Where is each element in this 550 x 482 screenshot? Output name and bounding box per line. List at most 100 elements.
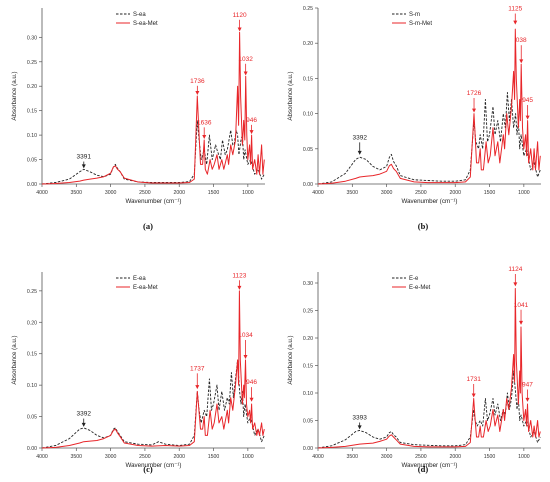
x-tick-label: 2500: [415, 190, 427, 196]
peak-label: 1124: [508, 266, 522, 273]
x-tick-label: 2000: [449, 454, 461, 460]
x-tick-label: 3000: [381, 190, 393, 196]
x-tick-label: 4000: [36, 454, 48, 460]
peak-label: 1032: [238, 56, 253, 63]
series-line-s-ea: [41, 119, 265, 185]
x-tick-label: 4000: [36, 190, 48, 196]
x-tick-label: 2000: [173, 190, 185, 196]
x-tick-label: 3000: [381, 454, 393, 460]
peak-label: 1034: [238, 332, 253, 339]
legend-label: S-ea-Met: [133, 21, 158, 27]
x-tick-label: 1000: [242, 190, 254, 196]
y-axis-title: Absorbance (a.u.): [287, 71, 294, 120]
x-tick-label: 4000: [312, 190, 324, 196]
peak-label: 3391: [77, 154, 92, 161]
peak-arrowhead: [81, 422, 86, 427]
peak-arrowhead: [243, 71, 248, 76]
peak-label: 945: [522, 97, 533, 104]
y-tick-label: 0.05: [27, 158, 37, 164]
y-tick-label: 0.10: [27, 133, 37, 139]
peak-label: 947: [522, 382, 533, 389]
x-tick-label: 3500: [347, 454, 359, 460]
peak-arrowhead: [195, 385, 200, 390]
x-tick-label: 1000: [518, 190, 530, 196]
peak-label: 946: [246, 379, 257, 386]
y-tick-label: 0.10: [27, 383, 37, 389]
peak-arrowhead: [237, 27, 242, 32]
x-tick-label: 2000: [449, 190, 461, 196]
y-tick-label: 0.00: [303, 446, 313, 452]
peak-label: 1737: [190, 365, 205, 372]
x-axis-title: Wavenumber (cm⁻¹): [402, 462, 458, 469]
y-tick-label: 0.10: [303, 112, 313, 118]
peak-label: 1636: [197, 119, 212, 126]
legend-label: E-e-Met: [409, 285, 431, 291]
legend-label: E-e: [409, 276, 419, 282]
peak-arrowhead: [471, 393, 476, 398]
y-tick-label: 0.15: [303, 76, 313, 82]
y-tick-label: 0.15: [27, 109, 37, 115]
x-axis-title: Wavenumber (cm⁻¹): [126, 462, 182, 469]
y-axis-title: Absorbance (a.u.): [11, 71, 18, 120]
x-tick-label: 3000: [105, 454, 117, 460]
peak-arrowhead: [525, 115, 530, 120]
peak-label: 1731: [466, 376, 481, 383]
peak-arrowhead: [519, 320, 524, 325]
series-line-s-ea-met: [41, 31, 265, 185]
y-tick-label: 0.00: [27, 182, 37, 188]
peak-arrowhead: [202, 135, 207, 139]
chart-panel-b: 0.00 0.05 0.10 0.15 0.20 0.25 4000 3500 3000 2500…: [287, 6, 541, 231]
peak-arrowhead: [525, 397, 530, 402]
panel-caption: (b): [418, 221, 429, 231]
peak-label: 3392: [352, 134, 367, 141]
peak-arrowhead: [81, 164, 86, 169]
peak-label: 038: [516, 37, 527, 44]
panel-caption: (a): [143, 221, 153, 231]
series-line-e-ea-met: [41, 290, 265, 449]
y-tick-label: 0.25: [27, 60, 37, 66]
x-tick-label: 1000: [518, 454, 530, 460]
y-tick-label: 0.00: [27, 446, 37, 452]
peak-arrowhead: [243, 355, 248, 359]
x-tick-label: 2000: [173, 454, 185, 460]
peak-label: 1125: [508, 6, 522, 13]
x-tick-label: 3500: [347, 190, 359, 196]
peak-arrowhead: [357, 150, 362, 155]
chart-panel-c: 0.00 0.05 0.10 0.15 0.20 0.25 4000 3500 3000 2500…: [11, 272, 265, 474]
peak-arrowhead: [472, 108, 477, 113]
peak-label: 3392: [76, 411, 91, 418]
peak-label: 1041: [514, 302, 529, 309]
series-line-e-e: [317, 370, 541, 449]
series-line-e-ea: [41, 359, 265, 449]
panel-caption: (c): [143, 464, 153, 474]
x-axis-title: Wavenumber (cm⁻¹): [402, 198, 458, 205]
peak-arrowhead: [513, 282, 518, 287]
peak-label: 1123: [232, 272, 246, 279]
y-tick-label: 0.10: [303, 391, 313, 397]
y-tick-label: 0.00: [303, 182, 313, 188]
y-tick-label: 0.30: [303, 281, 313, 287]
peak-arrowhead: [195, 91, 200, 95]
legend-label: S-m-Met: [409, 21, 432, 27]
peak-label: 3393: [352, 415, 367, 422]
peak-arrowhead: [357, 425, 362, 430]
y-tick-label: 0.25: [303, 309, 313, 315]
y-tick-label: 0.20: [27, 320, 37, 326]
peak-arrowhead: [519, 59, 524, 64]
legend-label: E-ea-Met: [133, 285, 158, 291]
peak-arrowhead: [513, 20, 518, 25]
peak-arrowhead: [249, 130, 254, 135]
y-tick-label: 0.20: [27, 84, 37, 90]
chart-panel-a: 0.00 0.05 0.10 0.15 0.20 0.25 0.30 4000 3500 3000…: [11, 8, 265, 231]
y-tick-label: 0.25: [27, 289, 37, 295]
legend-label: S-ea: [133, 12, 146, 18]
peak-arrowhead: [237, 285, 242, 290]
x-tick-label: 1500: [208, 454, 220, 460]
x-tick-label: 2500: [139, 190, 151, 196]
x-tick-label: 3500: [71, 190, 83, 196]
peak-arrowhead: [249, 397, 254, 402]
x-tick-label: 4000: [312, 454, 324, 460]
y-tick-label: 0.20: [303, 41, 313, 47]
peak-label: 1726: [467, 90, 482, 97]
